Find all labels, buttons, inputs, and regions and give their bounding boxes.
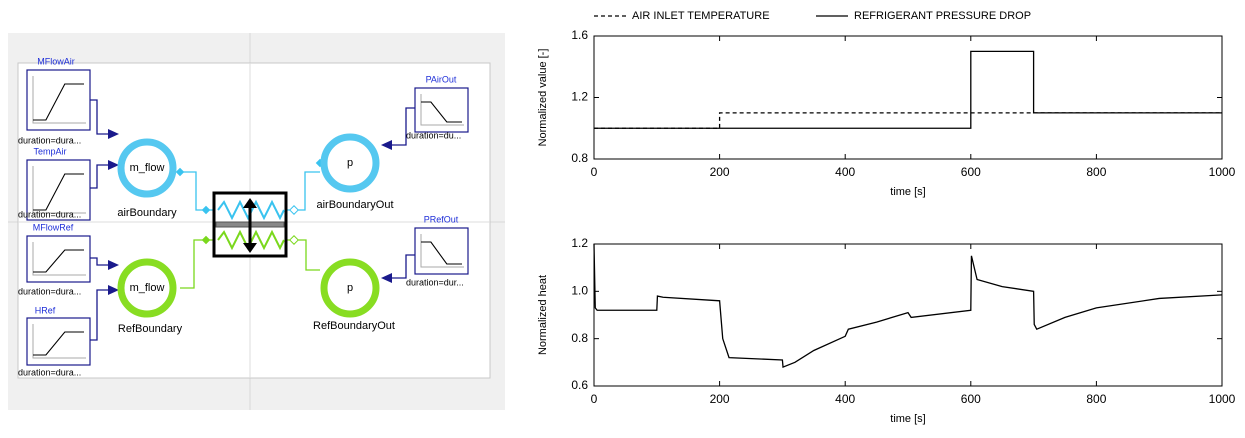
source-block (26, 235, 91, 283)
source-name: MFlowRef (33, 222, 74, 232)
source-name: HRef (35, 305, 56, 315)
source-parameter: duration=dura... (18, 367, 81, 377)
boundary-name: airBoundaryOut (316, 199, 393, 211)
x-tick-label: 1000 (1209, 392, 1236, 406)
source-parameter: duration=du... (406, 130, 461, 140)
x-tick-label: 0 (591, 392, 598, 406)
source-parameter: duration=dura... (18, 209, 81, 219)
ramp-icon (33, 249, 84, 273)
source-block (26, 317, 91, 366)
series-line (594, 50, 1222, 129)
boundary (320, 133, 380, 193)
x-tick-label: 600 (961, 165, 981, 179)
heat-exchanger (212, 191, 288, 258)
x-tick-label: 200 (710, 165, 730, 179)
boundary-name: RefBoundaryOut (313, 320, 395, 332)
signal-arrows (108, 129, 392, 295)
y-tick-label: 1.6 (571, 28, 588, 42)
series-line (593, 243, 1223, 368)
x-tick-label: 400 (835, 392, 855, 406)
y-axis-label: Normalized heat (537, 275, 549, 355)
x-tick-label: 800 (1086, 165, 1106, 179)
boundary (117, 138, 177, 198)
boundary-symbol: p (347, 282, 353, 294)
ramp-icon (33, 83, 84, 121)
source-name: TempAir (33, 146, 66, 156)
ramp-icon (421, 101, 462, 123)
x-tick-label: 200 (710, 392, 730, 406)
block-axes (32, 166, 86, 214)
legend-label: REFRIGERANT PRESSURE DROP (854, 10, 1031, 22)
y-tick-label: 0.8 (571, 151, 588, 165)
source-name: PAirOut (426, 74, 457, 84)
boundary (117, 258, 177, 318)
block-axes (32, 76, 86, 124)
boundary-name: airBoundary (117, 207, 177, 219)
boundary-symbol: m_flow (130, 282, 165, 294)
plot-frame (593, 35, 1223, 160)
y-tick-label: 1.2 (571, 236, 588, 250)
x-tick-label: 1000 (1209, 165, 1236, 179)
boundary (320, 258, 380, 318)
source-parameter: duration=dur... (406, 277, 464, 287)
source-name: PRefOut (424, 214, 459, 224)
ramp-icon (33, 331, 84, 356)
x-axis-label: time [s] (890, 413, 925, 425)
block-axes (32, 242, 86, 276)
x-tick-label: 400 (835, 165, 855, 179)
series-line (594, 112, 1222, 129)
boundary-name: RefBoundary (118, 323, 183, 335)
source-parameter: duration=dura... (18, 135, 81, 145)
x-tick-label: 800 (1086, 392, 1106, 406)
x-axis-label: time [s] (890, 186, 925, 198)
ramp-icon (421, 241, 462, 265)
x-tick-label: 0 (591, 165, 598, 179)
ramp-icon (33, 173, 84, 211)
source-block (26, 69, 91, 131)
block-axes (420, 94, 464, 126)
x-tick-label: 600 (961, 392, 981, 406)
block-axes (420, 234, 464, 268)
block-axes (32, 324, 86, 359)
y-tick-label: 1.2 (571, 90, 588, 104)
y-tick-label: 1.0 (571, 284, 588, 298)
y-tick-label: 0.8 (571, 331, 588, 345)
source-block (414, 227, 469, 275)
signal-connections (90, 99, 415, 341)
plot-frame (593, 243, 1223, 387)
legend-label: AIR INLET TEMPERATURE (632, 10, 770, 22)
source-name: MFlowAir (37, 56, 75, 66)
y-axis-label: Normalized value [-] (537, 49, 549, 147)
boundary-symbol: p (347, 157, 353, 169)
y-tick-label: 0.6 (571, 378, 588, 392)
boundary-symbol: m_flow (130, 162, 165, 174)
source-parameter: duration=dura... (18, 286, 81, 296)
